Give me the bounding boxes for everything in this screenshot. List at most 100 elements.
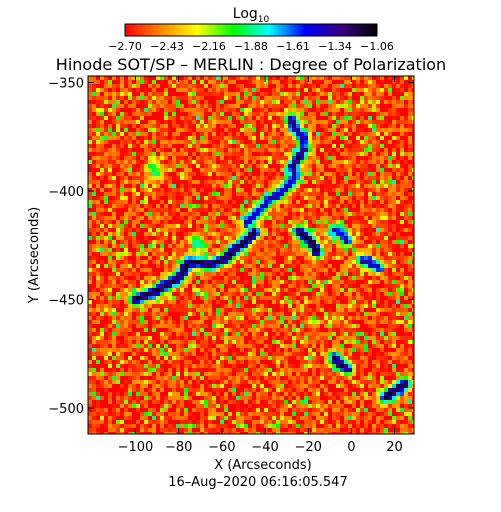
- heatmap-cell: [96, 164, 100, 168]
- heatmap-cell: [116, 244, 120, 248]
- heatmap-cell: [152, 224, 156, 228]
- heatmap-cell: [156, 108, 160, 112]
- heatmap-cell: [120, 236, 124, 240]
- heatmap-cell: [288, 304, 292, 308]
- heatmap-cell: [244, 260, 248, 264]
- heatmap-cell: [224, 292, 228, 296]
- heatmap-cell: [372, 280, 376, 284]
- heatmap-cell: [180, 284, 184, 288]
- heatmap-cell: [316, 292, 320, 296]
- heatmap-cell: [112, 100, 116, 104]
- heatmap-cell: [380, 256, 384, 260]
- heatmap-cell: [320, 248, 324, 252]
- heatmap-cell: [396, 208, 400, 212]
- heatmap-cell: [232, 196, 236, 200]
- heatmap-cell: [256, 252, 260, 256]
- heatmap-cell: [280, 216, 284, 220]
- heatmap-cell: [208, 272, 212, 276]
- heatmap-cell: [408, 288, 412, 292]
- heatmap-cell: [280, 76, 284, 80]
- heatmap-cell: [304, 304, 308, 308]
- heatmap-cell: [400, 252, 404, 256]
- heatmap-cell: [140, 196, 144, 200]
- heatmap-cell: [376, 308, 380, 312]
- heatmap-cell: [120, 176, 124, 180]
- heatmap-cell: [132, 232, 136, 236]
- heatmap-cell: [280, 284, 284, 288]
- heatmap-cell: [272, 148, 276, 152]
- heatmap-cell: [408, 264, 412, 268]
- heatmap-cell: [232, 76, 236, 80]
- heatmap-cell: [404, 120, 408, 124]
- heatmap-cell: [292, 160, 296, 164]
- heatmap-cell: [112, 216, 116, 220]
- heatmap-cell: [412, 128, 414, 132]
- heatmap-cell: [340, 84, 344, 88]
- heatmap-cell: [360, 244, 364, 248]
- heatmap-cell: [104, 136, 108, 140]
- heatmap-cell: [108, 220, 112, 224]
- heatmap-cell: [336, 216, 340, 220]
- heatmap-cell: [224, 304, 228, 308]
- heatmap-cell: [376, 304, 380, 308]
- heatmap-cell: [140, 284, 144, 288]
- heatmap-cell: [100, 100, 104, 104]
- heatmap-cell: [296, 240, 300, 244]
- heatmap-cell: [300, 236, 304, 240]
- heatmap-cell: [200, 300, 204, 304]
- heatmap-cell: [236, 264, 240, 268]
- heatmap-cell: [172, 148, 176, 152]
- heatmap-cell: [304, 92, 308, 96]
- heatmap-cell: [348, 244, 352, 248]
- heatmap-cell: [136, 124, 140, 128]
- heatmap-cell: [264, 292, 268, 296]
- heatmap-cell: [260, 292, 264, 296]
- heatmap-cell: [228, 88, 232, 92]
- heatmap-cell: [108, 196, 112, 200]
- heatmap-cell: [208, 128, 212, 132]
- heatmap-cell: [276, 240, 280, 244]
- heatmap-cell: [220, 220, 224, 224]
- heatmap-cell: [248, 172, 252, 176]
- heatmap-cell: [216, 220, 220, 224]
- heatmap-cell: [268, 268, 272, 272]
- heatmap-cell: [100, 160, 104, 164]
- heatmap-cell: [92, 92, 96, 96]
- heatmap-cell: [376, 152, 380, 156]
- heatmap-cell: [168, 124, 172, 128]
- heatmap-cell: [232, 212, 236, 216]
- heatmap-cell: [332, 280, 336, 284]
- heatmap-cell: [348, 288, 352, 292]
- heatmap-cell: [96, 80, 100, 84]
- heatmap-cell: [236, 148, 240, 152]
- heatmap-cell: [196, 248, 200, 252]
- heatmap-cell: [332, 208, 336, 212]
- heatmap-cell: [308, 116, 312, 120]
- heatmap-cell: [156, 104, 160, 108]
- heatmap-cell: [308, 92, 312, 96]
- heatmap-cell: [344, 188, 348, 192]
- heatmap-cell: [380, 284, 384, 288]
- heatmap-cell: [292, 248, 296, 252]
- heatmap-cell: [116, 228, 120, 232]
- heatmap-cell: [244, 248, 248, 252]
- heatmap-cell: [152, 220, 156, 224]
- heatmap-cell: [348, 168, 352, 172]
- heatmap-cell: [380, 244, 384, 248]
- heatmap-cell: [88, 208, 92, 212]
- heatmap-cell: [144, 152, 148, 156]
- heatmap-cell: [320, 200, 324, 204]
- heatmap-cell: [168, 248, 172, 252]
- heatmap-cell: [308, 212, 312, 216]
- heatmap-cell: [88, 196, 92, 200]
- heatmap-cell: [228, 200, 232, 204]
- heatmap-cell: [220, 288, 224, 292]
- heatmap-cell: [256, 228, 260, 232]
- heatmap-cell: [304, 236, 308, 240]
- heatmap-cell: [376, 236, 380, 240]
- heatmap-cell: [232, 92, 236, 96]
- heatmap-cell: [372, 232, 376, 236]
- heatmap-cell: [352, 84, 356, 88]
- heatmap-cell: [268, 148, 272, 152]
- heatmap-cell: [180, 120, 184, 124]
